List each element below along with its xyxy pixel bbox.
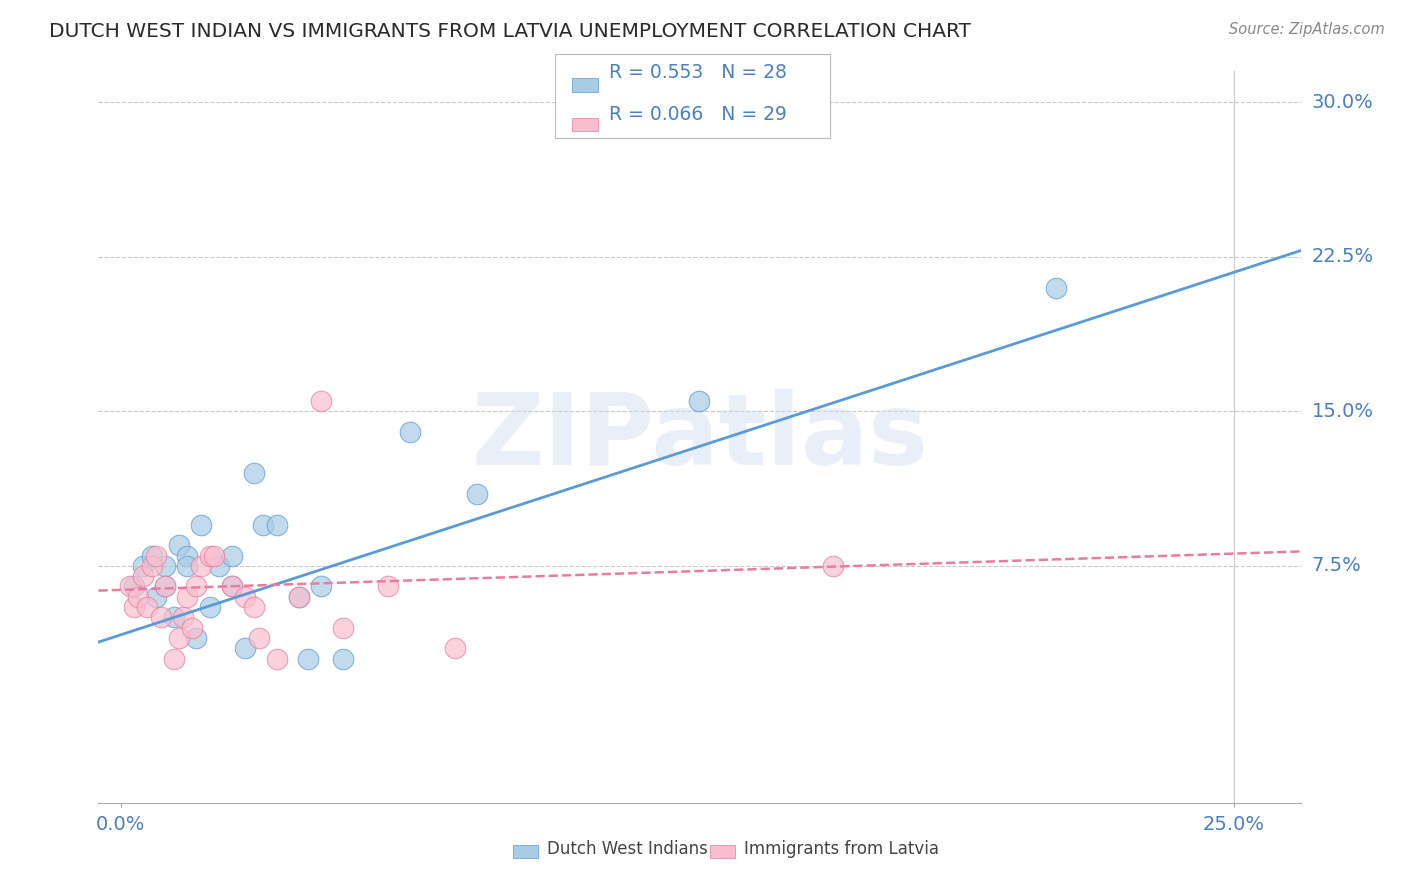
Point [163,651,186,665]
Point [443,641,465,656]
Point [688,394,710,409]
Point [190,558,212,573]
Point [149,610,172,624]
Point [266,517,288,532]
Point [127,590,149,604]
Point [1045,281,1067,295]
Point [167,538,190,552]
Point [221,579,243,593]
Point [287,590,309,604]
Point [297,651,319,665]
Point [180,621,202,635]
Point [153,579,177,593]
Point [136,600,159,615]
Point [132,569,155,583]
Point [465,487,488,501]
Point [163,610,186,624]
Point [167,631,190,645]
Point [233,641,256,656]
Point [186,579,208,593]
Point [243,466,266,480]
Point [141,549,163,563]
Point [132,558,155,573]
Point [821,558,844,573]
Point [377,579,399,593]
Point [247,631,270,645]
Point [153,558,177,573]
Point [176,558,198,573]
Point [332,621,354,635]
Point [309,579,332,593]
Point [190,517,212,532]
Point [208,558,231,573]
Text: 15.0%: 15.0% [1312,401,1374,421]
Point [145,549,167,563]
Text: 30.0%: 30.0% [1312,93,1374,112]
Point [141,558,163,573]
Point [118,579,141,593]
Point [145,590,167,604]
Point [153,579,177,593]
Point [266,651,288,665]
Point [221,579,243,593]
Point [309,394,332,409]
Point [243,600,266,615]
Text: R = 0.066   N = 29: R = 0.066 N = 29 [609,105,787,124]
Point [172,610,194,624]
Point [221,549,243,563]
Point [176,549,198,563]
Text: Immigrants from Latvia: Immigrants from Latvia [744,840,939,858]
Text: 7.5%: 7.5% [1312,557,1361,575]
Text: R = 0.553   N = 28: R = 0.553 N = 28 [609,62,787,82]
Text: 22.5%: 22.5% [1312,247,1374,267]
Point [198,600,221,615]
Point [122,579,145,593]
Point [399,425,422,439]
Point [122,600,145,615]
Text: ZIPatlas: ZIPatlas [471,389,928,485]
Point [202,549,225,563]
Point [332,651,354,665]
Point [287,590,309,604]
Text: Dutch West Indians: Dutch West Indians [547,840,707,858]
Text: Source: ZipAtlas.com: Source: ZipAtlas.com [1229,22,1385,37]
Point [252,517,274,532]
Point [233,590,256,604]
Text: DUTCH WEST INDIAN VS IMMIGRANTS FROM LATVIA UNEMPLOYMENT CORRELATION CHART: DUTCH WEST INDIAN VS IMMIGRANTS FROM LAT… [49,22,972,41]
Point [176,590,198,604]
Point [198,549,221,563]
Point [186,631,208,645]
